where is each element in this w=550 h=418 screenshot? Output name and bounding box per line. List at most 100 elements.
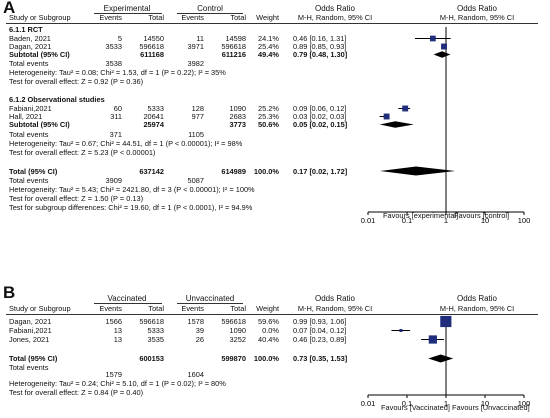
heterogeneity-text: Heterogeneity: Tau² = 5.43; Chi² = 2421.… (9, 185, 255, 194)
x-axis-tick-label: 1 (444, 216, 448, 225)
table-cell-e-events: 13 (113, 326, 122, 335)
column-header-weight: Weight (256, 304, 279, 313)
group-underline-vaccinated (94, 303, 162, 304)
table-cell-e-events: 311 (110, 112, 122, 121)
table-cell-c-events: 39 (195, 326, 204, 335)
subtotal-label: Subtotal (95% CI) (9, 120, 70, 129)
group-header-vaccinated: Vaccinated (107, 294, 147, 303)
total-events-e: 371 (109, 130, 122, 139)
total-events-e: 3909 (105, 176, 122, 185)
column-header-e-events: Events (99, 13, 122, 22)
subtotal-c-total: 611216 (221, 50, 246, 59)
favours-left-label: Favours [Vaccinated] (381, 403, 450, 412)
column-header-or-method: M-H, Random, 95% CI (297, 304, 373, 313)
table-cell-or-ci: 0.99 [0.93, 1.06] (293, 317, 347, 326)
column-header-c-total: Total (230, 304, 246, 313)
subtotal-weight: 50.6% (258, 120, 279, 129)
x-axis-tick-label: 0.1 (402, 399, 412, 408)
table-cell-e-total: 596618 (139, 42, 164, 51)
table-cell-weight: 25.2% (258, 104, 279, 113)
total-c-total: 599870 (221, 354, 246, 363)
column-header-weight: Weight (256, 13, 279, 22)
total-events-c: 5087 (187, 176, 204, 185)
subtotal-c-total: 3773 (229, 120, 246, 129)
table-cell-or-ci: 0.46 [0.23, 0.89] (293, 335, 347, 344)
header-rule (6, 314, 538, 315)
subtotal-or-ci: 0.79 [0.48, 1.30] (293, 50, 348, 59)
panel-label: A (3, 0, 16, 17)
table-cell-c-total: 2683 (229, 112, 246, 121)
header-rule (6, 23, 538, 24)
total-label: Total (95% CI) (9, 354, 58, 363)
table-cell-weight: 25.4% (258, 42, 279, 51)
study-marker (399, 329, 403, 332)
table-cell-c-total: 3252 (229, 335, 246, 344)
subtotal-e-total: 25974 (143, 120, 164, 129)
group-underline-experimental (94, 13, 162, 14)
column-or-title: Odds Ratio (314, 4, 356, 13)
table-cell-or-ci: 0.46 [0.16, 1.31] (293, 34, 347, 43)
study-marker (402, 105, 409, 112)
table-cell-or-ci: 0.89 [0.85, 0.93] (293, 42, 347, 51)
total-events-c: 1604 (187, 370, 204, 379)
table-cell-e-total: 3535 (147, 335, 164, 344)
total-events-e: 1579 (105, 370, 122, 379)
table-cell-c-total: 14598 (225, 34, 246, 43)
subgroup-heading: 6.1.2 Observational studies (9, 95, 105, 104)
favours-left-label: Favours [experimental] (383, 211, 459, 220)
table-cell-weight: 0.0% (262, 326, 279, 335)
table-cell-e-events: 5 (117, 34, 122, 43)
study-marker (441, 43, 447, 50)
x-axis-tick-label: 10 (481, 216, 489, 225)
table-cell-e-events: 13 (113, 335, 122, 344)
total-diamond (379, 166, 456, 176)
heterogeneity-text: Heterogeneity: Tau² = 0.24; Chi² = 5.10,… (9, 379, 226, 388)
heterogeneity-text: Heterogeneity: Tau² = 0.08; Chi² = 1.53,… (9, 68, 226, 77)
overall-effect-text: Test for overall effect: Z = 0.92 (P = 0… (9, 77, 144, 86)
column-header-c-events: Events (181, 304, 204, 313)
table-cell-e-total: 5333 (147, 326, 164, 335)
forest-plot-area: 0.01 0.1 1 10 100 (361, 27, 531, 225)
column-header-or-method: M-H, Random, 95% CI (297, 13, 373, 22)
total-label: Total (95% CI) (9, 167, 58, 176)
table-cell-e-total: 20641 (143, 112, 164, 121)
total-events-label: Total events (9, 363, 49, 372)
table-cell-e-total: 14550 (143, 34, 164, 43)
overall-effect-text: Test for overall effect: Z = 5.23 (P < 0… (9, 148, 156, 157)
column-or-title: Odds Ratio (314, 294, 356, 303)
group-header-unvaccinated: Unvaccinated (185, 294, 235, 303)
panel-label: B (3, 283, 16, 302)
table-row-study-name: Jones, 2021 (9, 335, 50, 344)
total-or-ci: 0.73 [0.35, 1.53] (293, 354, 348, 363)
subtotal-weight: 49.4% (258, 50, 279, 59)
column-header-study: Study or Subgroup (9, 304, 71, 313)
table-cell-c-events: 128 (191, 104, 204, 113)
column-header-e-total: Total (148, 304, 164, 313)
total-e-total: 637142 (139, 167, 164, 176)
table-row-study-name: Baden, 2021 (9, 34, 51, 43)
table-cell-e-events: 60 (113, 104, 122, 113)
total-events-e: 3538 (105, 59, 122, 68)
table-row-study-name: Dagan, 2021 (9, 317, 52, 326)
table-cell-weight: 24.1% (258, 34, 279, 43)
forest-plot-panel-a: A Experimental Control Odds Ratio Odds R… (3, 0, 538, 225)
study-marker (428, 335, 437, 344)
plot-or-method: M-H, Random, 95% CI (439, 304, 515, 313)
x-axis-tick-label: 0.1 (402, 216, 412, 225)
favours-right-label: Favours [control] (454, 211, 510, 220)
total-events-label: Total events (9, 59, 49, 68)
table-cell-e-total: 5333 (147, 104, 164, 113)
heterogeneity-text: Heterogeneity: Tau² = 0.67; Chi² = 44.51… (9, 139, 243, 148)
subtotal-or-ci: 0.05 [0.02, 0.15] (293, 120, 348, 129)
total-e-total: 600153 (139, 354, 164, 363)
group-underline-unvaccinated (177, 303, 243, 304)
plot-or-method: M-H, Random, 95% CI (439, 13, 515, 22)
column-header-e-total: Total (148, 13, 164, 22)
table-cell-weight: 40.4% (258, 335, 279, 344)
column-header-e-events: Events (99, 304, 122, 313)
overall-effect-text: Test for overall effect: Z = 0.84 (P = 0… (9, 388, 144, 397)
x-axis-tick-label: 100 (518, 216, 531, 225)
total-diamond (428, 354, 454, 363)
total-or-ci: 0.17 [0.02, 1.72] (293, 167, 348, 176)
subtotal-diamond (433, 51, 451, 58)
